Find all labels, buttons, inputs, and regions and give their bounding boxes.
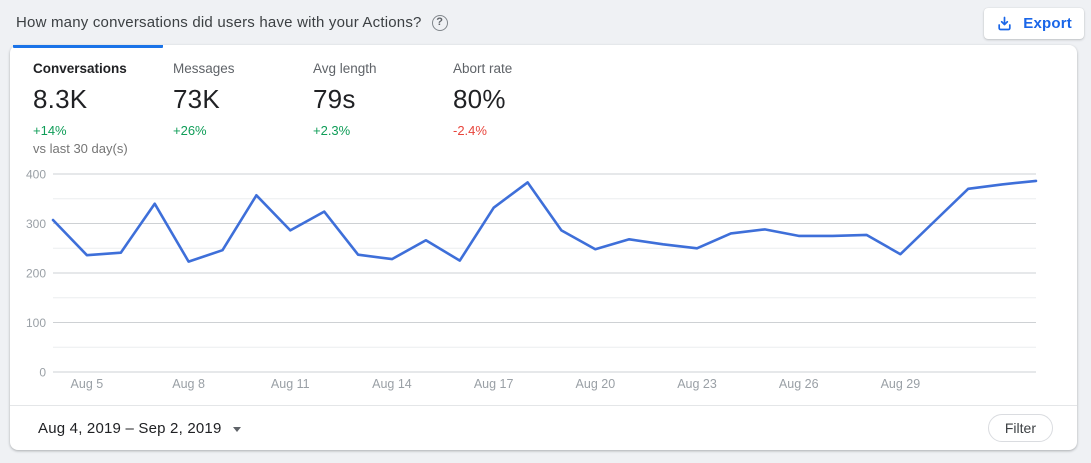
svg-text:200: 200 [26,267,46,281]
svg-text:Aug 23: Aug 23 [677,377,717,391]
date-range-label: Aug 4, 2019 – Sep 2, 2019 [38,419,222,437]
filter-button[interactable]: Filter [987,414,1053,442]
tab-label: Avg length [313,61,377,76]
comparison-note: vs last 30 day(s) [33,141,128,156]
tab-messages[interactable]: Messages 73K +26% [153,61,293,156]
metric-tabs: Conversations 8.3K +14% vs last 30 day(s… [13,61,573,156]
tab-delta: +26% [173,123,207,138]
export-button[interactable]: Export [984,8,1084,39]
svg-text:400: 400 [26,168,46,182]
tab-conversations[interactable]: Conversations 8.3K +14% vs last 30 day(s… [13,61,153,156]
export-label: Export [1023,15,1072,32]
svg-text:0: 0 [39,366,46,380]
tab-label: Abort rate [453,61,513,76]
svg-text:Aug 26: Aug 26 [779,377,819,391]
svg-text:Aug 11: Aug 11 [271,377,310,391]
tab-abort-rate[interactable]: Abort rate 80% -2.4% [433,61,573,156]
svg-text:Aug 20: Aug 20 [576,377,616,391]
svg-text:Aug 14: Aug 14 [372,377,412,391]
tab-value: 73K [173,84,220,114]
tab-delta: -2.4% [453,123,487,138]
svg-text:Aug 8: Aug 8 [172,377,205,391]
question-header: How many conversations did users have wi… [0,0,1091,45]
svg-text:100: 100 [26,316,46,330]
caret-down-icon [233,426,242,432]
tab-avg-length[interactable]: Avg length 79s +2.3% [293,61,433,156]
svg-text:300: 300 [26,217,46,231]
tab-label: Messages [173,61,235,76]
tab-value: 8.3K [33,84,88,114]
page-title: How many conversations did users have wi… [16,14,422,31]
svg-text:Aug 5: Aug 5 [71,377,104,391]
conversations-metric-card: Conversations 8.3K +14% vs last 30 day(s… [10,45,1077,450]
help-icon[interactable]: ? [431,14,448,31]
svg-text:Aug 29: Aug 29 [881,377,921,391]
tab-value: 80% [453,84,506,114]
tab-delta: +2.3% [313,123,351,138]
conversations-line-chart: 0 100 200 300 400 Aug 5 Aug 8 Aug 11 Aug 14 Aug 1… [26,168,1038,391]
tab-delta: +14% [33,123,67,138]
svg-text:Aug 17: Aug 17 [474,377,514,391]
download-icon [998,16,1011,31]
card-footer: Aug 4, 2019 – Sep 2, 2019 Filter [10,405,1077,450]
date-range-selector[interactable]: Aug 4, 2019 – Sep 2, 2019 [38,419,242,437]
tab-value: 79s [313,84,356,114]
active-tab-indicator [13,45,163,48]
tab-label: Conversations [33,61,127,76]
